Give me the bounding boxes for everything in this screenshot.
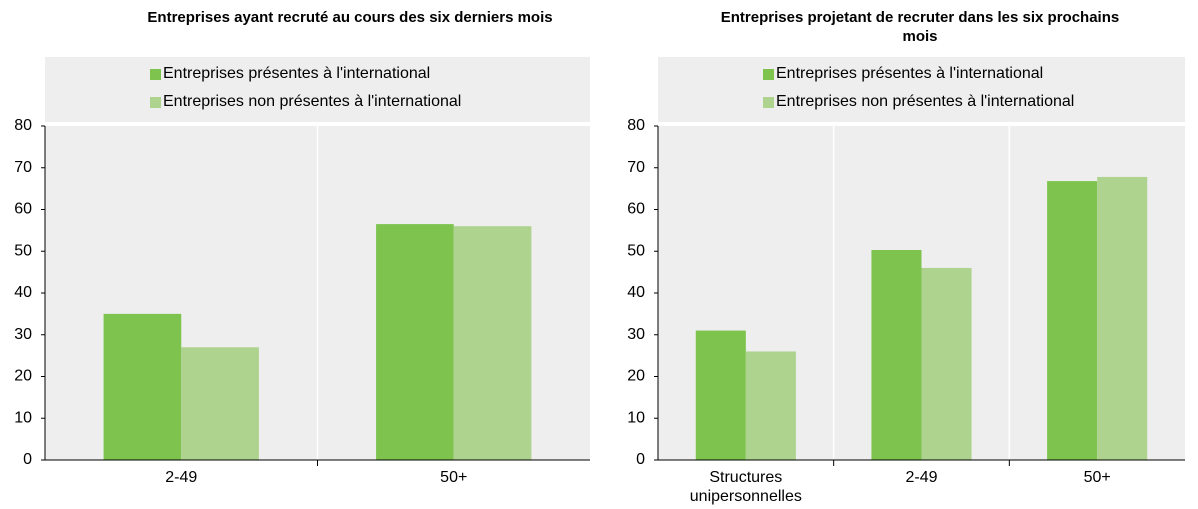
legend-label: Entreprises présentes à l'international xyxy=(163,65,431,82)
chart-title: Entreprises projetant de recruter dans l… xyxy=(720,9,1120,45)
legend-swatch xyxy=(150,69,161,80)
y-tick-label: 70 xyxy=(627,159,645,176)
y-tick-label: 0 xyxy=(636,451,645,468)
legend-box xyxy=(658,57,1185,122)
x-tick-label: 50+ xyxy=(440,469,468,486)
x-tick-label: 2-49 xyxy=(165,469,198,486)
bar xyxy=(1097,176,1148,460)
bar xyxy=(453,226,532,460)
y-tick-label: 80 xyxy=(14,117,32,134)
y-tick-label: 60 xyxy=(14,201,32,218)
y-tick-label: 10 xyxy=(14,409,32,426)
y-tick-label: 50 xyxy=(627,242,645,259)
x-tick-label: Structures unipersonnelles xyxy=(689,469,802,505)
legend-label: Entreprises non présentes à l'internatio… xyxy=(776,93,1075,110)
y-tick-label: 50 xyxy=(14,242,32,259)
y-tick-label: 20 xyxy=(627,368,645,385)
bar xyxy=(376,224,454,460)
y-tick-label: 30 xyxy=(627,326,645,343)
bar xyxy=(921,267,972,460)
bar xyxy=(181,347,259,460)
legend-swatch xyxy=(150,97,161,108)
y-tick-label: 30 xyxy=(14,326,32,343)
y-tick-label: 10 xyxy=(627,409,645,426)
bar xyxy=(871,249,922,460)
x-tick-label: 50+ xyxy=(1083,469,1111,486)
y-tick-label: 40 xyxy=(14,284,32,301)
y-tick-label: 70 xyxy=(14,159,32,176)
y-tick-label: 80 xyxy=(627,117,645,134)
x-tick-label: 2-49 xyxy=(905,469,938,486)
legend-swatch xyxy=(763,69,774,80)
legend-box xyxy=(45,57,590,122)
bar xyxy=(745,351,796,460)
bar xyxy=(1047,181,1098,461)
legend-label: Entreprises présentes à l'international xyxy=(776,65,1044,82)
y-tick-label: 20 xyxy=(14,368,32,385)
y-tick-label: 60 xyxy=(627,201,645,218)
y-tick-label: 40 xyxy=(627,284,645,301)
chart-title: Entreprises ayant recruté au cours des s… xyxy=(147,9,553,26)
bar xyxy=(695,330,746,460)
bar xyxy=(103,313,182,460)
y-tick-label: 0 xyxy=(23,451,32,468)
legend-swatch xyxy=(763,97,774,108)
legend-label: Entreprises non présentes à l'internatio… xyxy=(163,93,462,110)
